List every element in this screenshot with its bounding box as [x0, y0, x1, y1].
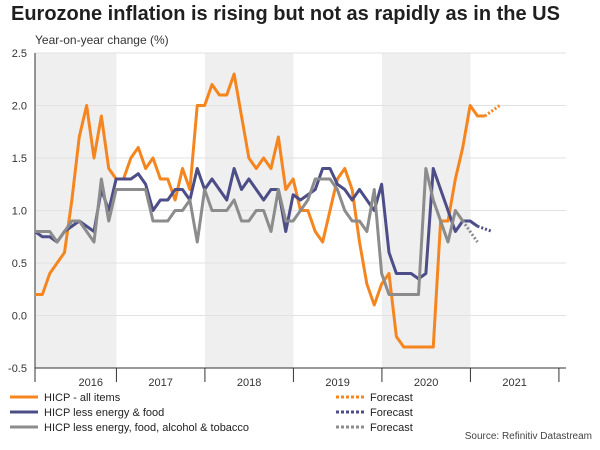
- y-tick-label: 1.5: [12, 153, 27, 165]
- legend-label: Forecast: [370, 392, 413, 404]
- legend-label: HICP - all items: [44, 392, 121, 404]
- series-line: [35, 72, 485, 349]
- x-tick-label: 2019: [325, 377, 349, 389]
- legend-label: HICP less energy, food, alcohol & tobacc…: [44, 422, 249, 434]
- forecast-line: [461, 220, 479, 243]
- legend-label: Forecast: [370, 422, 413, 434]
- y-tick-label: 2.5: [12, 48, 27, 60]
- x-tick-label: 2018: [237, 377, 261, 389]
- y-tick-label: 0.0: [12, 311, 27, 323]
- x-tick-label: 2021: [502, 377, 526, 389]
- x-tick-label: 2017: [148, 377, 172, 389]
- forecast-line: [476, 224, 493, 233]
- legend-label: HICP less energy & food: [44, 407, 164, 419]
- y-tick-label: -0.5: [8, 363, 27, 375]
- y-tick-label: 2.0: [12, 101, 27, 113]
- chart-title: Eurozone inflation is rising but not as …: [11, 3, 560, 25]
- legend-label: Forecast: [370, 407, 413, 419]
- series-line: [35, 167, 464, 296]
- y-tick-label: 1.0: [12, 206, 27, 218]
- series-line: [34, 167, 479, 281]
- y-tick-label: 0.5: [12, 258, 27, 270]
- y-axis-label: Year-on-year change (%): [35, 33, 169, 47]
- source-note: Source: Refinitiv Datastream: [464, 431, 592, 442]
- x-tick-label: 2020: [414, 377, 438, 389]
- x-tick-label: 2016: [79, 377, 103, 389]
- forecast-line: [484, 104, 501, 118]
